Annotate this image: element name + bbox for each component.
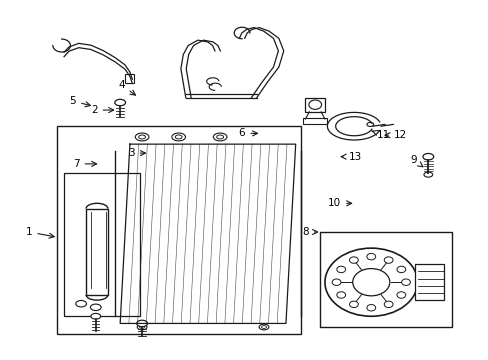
Circle shape <box>352 269 389 296</box>
Circle shape <box>336 292 345 298</box>
Ellipse shape <box>422 153 433 160</box>
Circle shape <box>308 100 321 109</box>
Text: 10: 10 <box>327 198 351 208</box>
Ellipse shape <box>259 324 268 330</box>
Text: 11: 11 <box>371 130 389 140</box>
Text: 8: 8 <box>302 227 317 237</box>
Circle shape <box>384 301 392 307</box>
Bar <box>320 232 451 327</box>
Ellipse shape <box>423 172 432 177</box>
Circle shape <box>384 257 392 263</box>
Text: 1: 1 <box>25 227 54 238</box>
Ellipse shape <box>171 133 185 141</box>
Text: 2: 2 <box>91 105 114 115</box>
Ellipse shape <box>175 135 182 139</box>
Text: 9: 9 <box>409 155 422 167</box>
Circle shape <box>349 301 358 307</box>
Circle shape <box>366 305 375 311</box>
Bar <box>86 209 108 295</box>
Circle shape <box>325 248 417 316</box>
Circle shape <box>336 266 345 273</box>
Ellipse shape <box>90 304 101 311</box>
Circle shape <box>331 279 340 285</box>
Ellipse shape <box>137 320 147 327</box>
Ellipse shape <box>91 314 101 319</box>
Ellipse shape <box>261 325 266 328</box>
Text: 7: 7 <box>73 159 97 169</box>
Ellipse shape <box>213 133 226 141</box>
Bar <box>57 126 300 334</box>
Circle shape <box>396 292 405 298</box>
Bar <box>303 118 327 125</box>
Circle shape <box>396 266 405 273</box>
Ellipse shape <box>137 324 147 330</box>
Text: 6: 6 <box>238 129 257 138</box>
Circle shape <box>349 257 358 263</box>
Bar <box>414 264 444 300</box>
Ellipse shape <box>135 133 149 141</box>
Bar <box>64 173 140 316</box>
Circle shape <box>366 253 375 260</box>
Text: 5: 5 <box>69 96 90 107</box>
Ellipse shape <box>216 135 223 139</box>
Bar <box>305 98 325 112</box>
Ellipse shape <box>139 135 145 139</box>
Ellipse shape <box>140 325 144 328</box>
Text: 13: 13 <box>341 152 361 162</box>
Text: 3: 3 <box>128 148 145 158</box>
Text: 4: 4 <box>118 80 135 95</box>
Ellipse shape <box>76 301 86 307</box>
Ellipse shape <box>115 99 125 106</box>
Text: 12: 12 <box>384 130 407 140</box>
Bar <box>125 74 134 83</box>
Ellipse shape <box>366 122 373 126</box>
Circle shape <box>401 279 409 285</box>
